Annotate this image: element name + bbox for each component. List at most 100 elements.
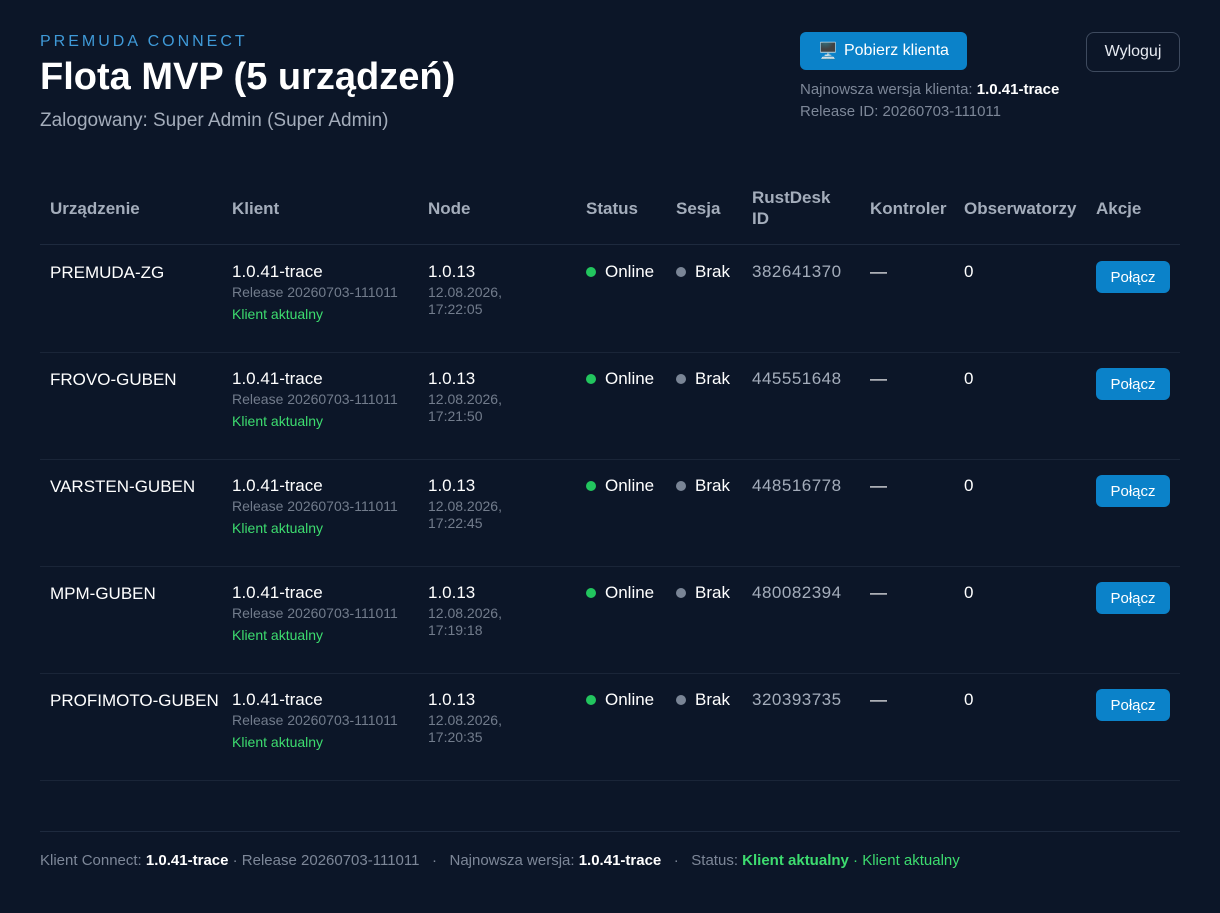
status-text: Online (605, 369, 655, 388)
node-cell: 1.0.13 12.08.2026, 17:22:05 (428, 262, 558, 318)
connect-button[interactable]: Połącz (1096, 261, 1170, 293)
column-header-controller: Kontroler (870, 199, 947, 218)
status-text: Online (605, 476, 655, 495)
connect-button[interactable]: Połącz (1096, 689, 1170, 721)
release-id: Release ID: 20260703-111011 (800, 103, 1001, 120)
status-cell: Online (586, 369, 654, 389)
download-client-label: Pobierz klienta (843, 42, 949, 59)
column-header-observers: Obserwatorzy (964, 199, 1077, 218)
client-status: Klient aktualny (232, 413, 324, 429)
online-dot-icon (586, 267, 596, 277)
node-cell: 1.0.13 12.08.2026, 17:21:50 (428, 369, 558, 425)
online-dot-icon (586, 374, 596, 384)
rustdesk-id: 480082394 (752, 583, 842, 602)
column-header-client: Klient (232, 199, 280, 218)
session-text: Brak (695, 476, 730, 495)
controller: — (870, 476, 887, 495)
table-row: PREMUDA-ZG 1.0.41-trace Release 20260703… (40, 246, 1180, 353)
footer-latest-version: 1.0.41-trace (578, 852, 662, 869)
controller: — (870, 262, 887, 281)
node-timestamp: 12.08.2026, 17:19:18 (428, 605, 502, 638)
client-release: Release 20260703-111011 (232, 498, 398, 514)
session-text: Brak (695, 262, 730, 281)
table-header: Urządzenie Klient Node Status Sesja Rust… (40, 186, 1180, 245)
table-row: VARSTEN-GUBEN 1.0.41-trace Release 20260… (40, 460, 1180, 567)
connect-button[interactable]: Połącz (1096, 475, 1170, 507)
node-version: 1.0.13 (428, 583, 476, 602)
footer-latest-label: Najnowsza wersja: (449, 852, 575, 869)
table-row: FROVO-GUBEN 1.0.41-trace Release 2026070… (40, 353, 1180, 460)
session-text: Brak (695, 690, 730, 709)
column-header-session: Sesja (676, 199, 721, 218)
latest-client-version: Najnowsza wersja klienta: 1.0.41-trace (800, 81, 1059, 98)
device-name: VARSTEN-GUBEN (50, 477, 196, 496)
device-name: FROVO-GUBEN (50, 370, 177, 389)
column-header-status: Status (586, 199, 638, 218)
connect-button[interactable]: Połącz (1096, 368, 1170, 400)
client-cell: 1.0.41-trace Release 20260703-111011 Kli… (232, 476, 407, 536)
node-version: 1.0.13 (428, 369, 476, 388)
node-cell: 1.0.13 12.08.2026, 17:22:45 (428, 476, 558, 532)
session-cell: Brak (676, 369, 730, 389)
monitor-icon: 🖥️ (818, 43, 838, 60)
client-version: 1.0.41-trace (232, 262, 323, 281)
observers-count: 0 (964, 476, 974, 495)
column-header-actions: Akcje (1096, 199, 1142, 218)
session-cell: Brak (676, 262, 730, 282)
footer-client-version: 1.0.41-trace (145, 852, 229, 869)
status-text: Online (605, 583, 655, 602)
page-title: Flota MVP (5 urządzeń) (40, 56, 456, 98)
session-dot-icon (676, 267, 686, 277)
node-version: 1.0.13 (428, 476, 476, 495)
connect-button[interactable]: Połącz (1096, 582, 1170, 614)
footer-release: · Release 20260703-111011 (232, 852, 420, 869)
client-cell: 1.0.41-trace Release 20260703-111011 Kli… (232, 369, 407, 429)
online-dot-icon (586, 481, 596, 491)
node-version: 1.0.13 (428, 690, 476, 709)
client-release: Release 20260703-111011 (232, 605, 398, 621)
client-cell: 1.0.41-trace Release 20260703-111011 Kli… (232, 583, 407, 643)
brand-label: PREMUDA CONNECT (40, 33, 248, 50)
status-text: Online (605, 262, 655, 281)
client-version: 1.0.41-trace (232, 369, 323, 388)
footer-status-value: Klient aktualny (742, 852, 849, 869)
rustdesk-id: 320393735 (752, 690, 842, 709)
footer-divider (40, 831, 1180, 832)
footer-status-extra: · Klient aktualny (853, 852, 960, 869)
client-cell: 1.0.41-trace Release 20260703-111011 Kli… (232, 262, 407, 322)
session-dot-icon (676, 588, 686, 598)
session-dot-icon (676, 374, 686, 384)
session-dot-icon (676, 481, 686, 491)
client-version: 1.0.41-trace (232, 583, 323, 602)
rustdesk-id: 445551648 (752, 369, 842, 388)
session-text: Brak (695, 583, 730, 602)
node-timestamp: 12.08.2026, 17:22:05 (428, 284, 502, 317)
node-cell: 1.0.13 12.08.2026, 17:19:18 (428, 583, 558, 639)
device-name: PROFIMOTO-GUBEN (50, 691, 219, 710)
session-cell: Brak (676, 583, 730, 603)
session-dot-icon (676, 695, 686, 705)
status-cell: Online (586, 583, 654, 603)
status-text: Online (605, 690, 655, 709)
client-status: Klient aktualny (232, 734, 324, 750)
client-status: Klient aktualny (232, 520, 324, 536)
controller: — (870, 369, 887, 388)
footer-status-label: Status: (691, 852, 738, 869)
client-status: Klient aktualny (232, 627, 324, 643)
observers-count: 0 (964, 583, 974, 602)
footer-client-label: Klient Connect: (40, 852, 142, 869)
column-header-node: Node (428, 199, 471, 218)
online-dot-icon (586, 695, 596, 705)
latest-version-value: 1.0.41-trace (976, 81, 1060, 98)
footer-separator: · (431, 852, 437, 869)
column-header-rustdesk-id: RustDesk ID (752, 188, 831, 228)
logout-button[interactable]: Wyloguj (1086, 32, 1180, 72)
session-cell: Brak (676, 476, 730, 496)
client-release: Release 20260703-111011 (232, 712, 398, 728)
rustdesk-id: 382641370 (752, 262, 842, 281)
observers-count: 0 (964, 369, 974, 388)
table-row: MPM-GUBEN 1.0.41-trace Release 20260703-… (40, 567, 1180, 674)
client-version: 1.0.41-trace (232, 476, 323, 495)
download-client-button[interactable]: 🖥️ Pobierz klienta (800, 32, 967, 70)
node-timestamp: 12.08.2026, 17:22:45 (428, 498, 502, 531)
